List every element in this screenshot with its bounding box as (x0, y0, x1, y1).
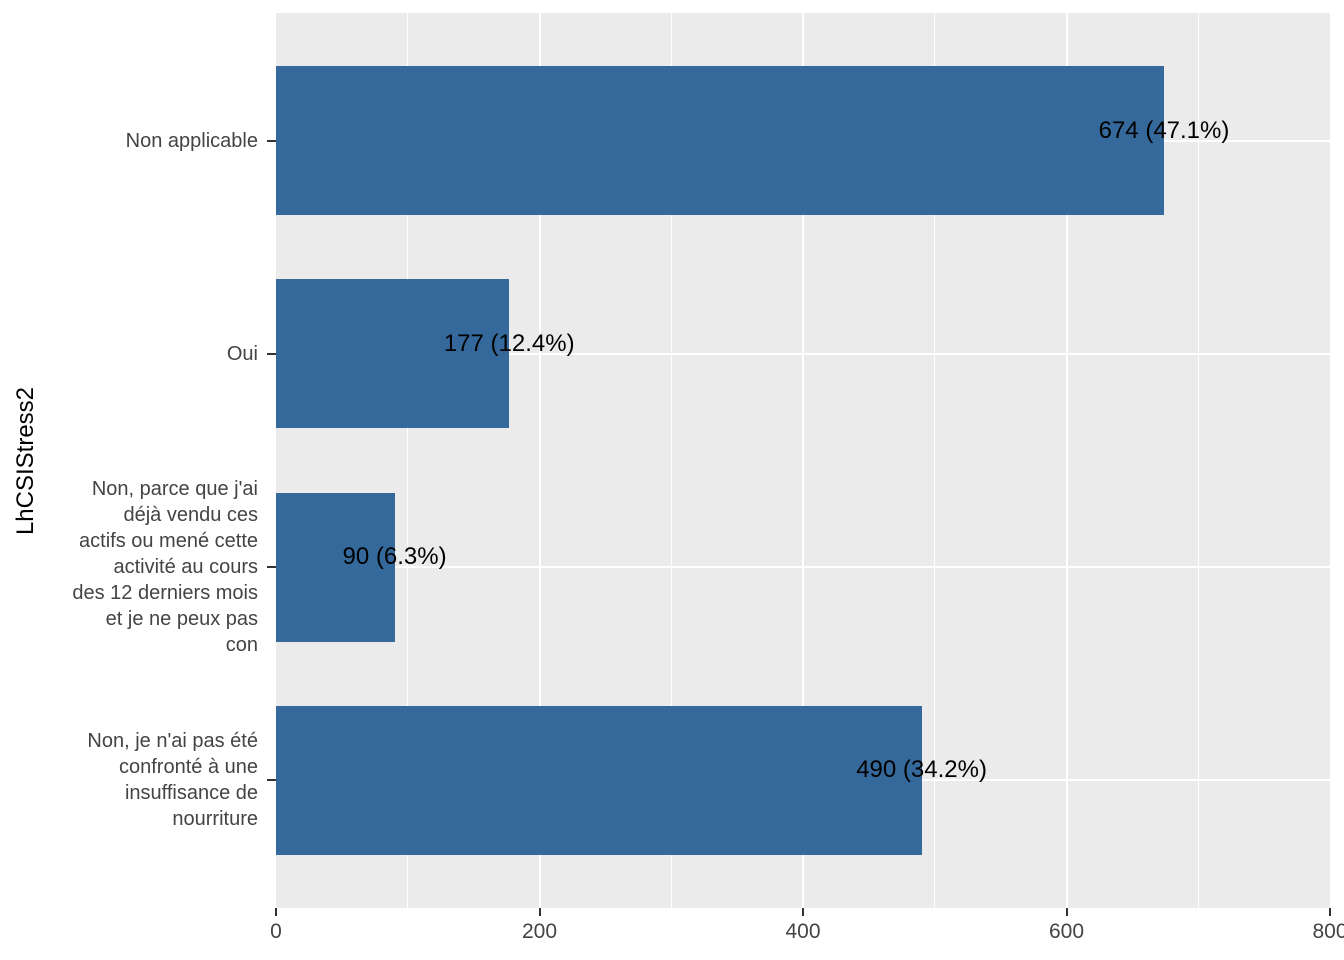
category-label: Oui (226, 342, 258, 365)
category-label: Non applicable (125, 129, 258, 152)
x-axis-tick (538, 908, 541, 916)
gridline-major-vertical (1065, 13, 1068, 908)
bar-value-label: 90 (6.3%) (342, 543, 447, 571)
x-tick-label: 200 (521, 920, 558, 943)
gridline-minor-vertical (407, 13, 409, 908)
x-axis-tick (802, 908, 804, 916)
plot-panel: 674 (47.1%) 177 (12.4%) 90 (6.3%) 490 (34.2… (276, 13, 1330, 908)
x-axis-tick (275, 908, 277, 916)
y-axis-tick (267, 566, 276, 569)
x-tick-label: 400 (785, 920, 821, 943)
bar (276, 705, 922, 855)
gridline-major-vertical (802, 13, 804, 908)
y-axis-tick (267, 139, 276, 142)
gridline-major-horizontal (276, 566, 1330, 569)
bar (276, 66, 1164, 216)
category-label: Non, parce que j'ai déjà vendu ces actif… (72, 478, 258, 657)
y-axis-tick (267, 779, 276, 782)
gridline-major-vertical (538, 13, 541, 908)
x-tick-label: 600 (1048, 920, 1085, 943)
x-tick-label: 0 (270, 920, 282, 943)
gridline-major-horizontal (276, 352, 1330, 355)
x-tick-label: 800 (1312, 920, 1344, 943)
bar (276, 279, 510, 429)
gridline-minor-vertical (670, 13, 672, 908)
bar-value-label: 674 (47.1%) (1098, 116, 1230, 144)
category-label: Non, je n'ai pas été confronté à une ins… (87, 730, 258, 831)
x-axis-tick (1329, 908, 1331, 916)
x-axis-tick (1065, 908, 1068, 916)
bar-value-label: 177 (12.4%) (443, 329, 575, 357)
y-axis-tick (267, 352, 276, 355)
bar-value-label: 490 (34.2%) (856, 756, 987, 784)
gridline-minor-vertical (1197, 13, 1199, 908)
bar (276, 492, 395, 642)
gridline-minor-vertical (934, 13, 936, 908)
